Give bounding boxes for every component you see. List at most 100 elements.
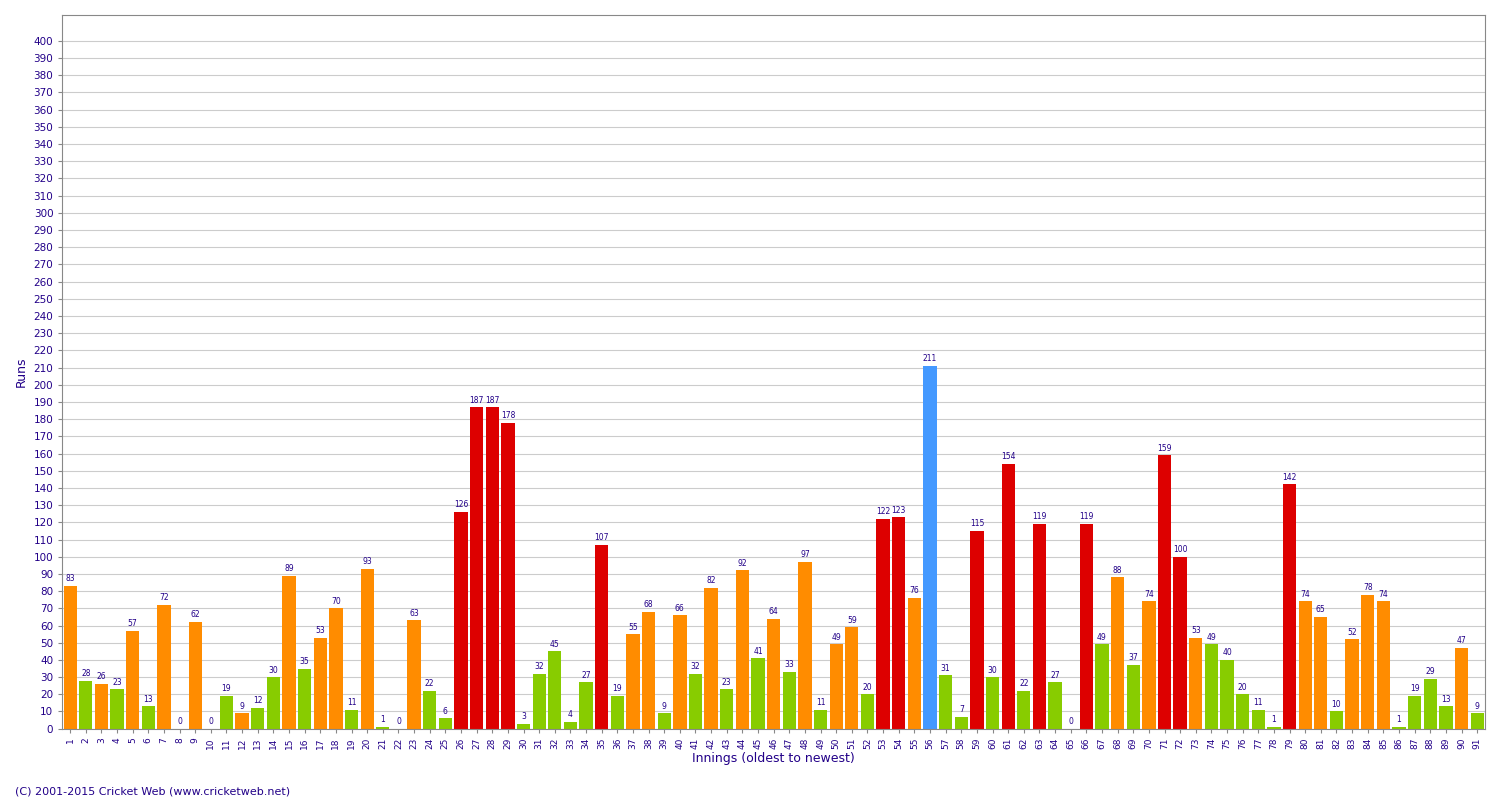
Bar [970,531,984,729]
Bar [1204,645,1218,729]
Bar [1112,578,1125,729]
Text: 187: 187 [484,395,500,405]
Bar [736,570,748,729]
Text: 20: 20 [1238,682,1248,692]
Text: 122: 122 [876,507,890,516]
Bar [1440,706,1452,729]
Text: 19: 19 [1410,685,1419,694]
Bar [688,674,702,729]
Bar [518,723,530,729]
Text: 78: 78 [1364,583,1372,592]
Text: 10: 10 [1332,700,1341,709]
Bar [986,677,999,729]
Text: 0: 0 [177,717,182,726]
Text: 211: 211 [922,354,938,363]
Bar [908,598,921,729]
Bar [798,562,812,729]
Text: 40: 40 [1222,648,1232,658]
Bar [954,717,968,729]
Bar [1455,648,1468,729]
Text: 11: 11 [346,698,357,707]
Bar [610,696,624,729]
Bar [1158,455,1172,729]
Bar [830,645,843,729]
Text: 97: 97 [800,550,810,559]
Text: 107: 107 [594,533,609,542]
Text: 32: 32 [690,662,700,671]
Bar [1190,638,1203,729]
Text: 53: 53 [315,626,326,635]
Text: 72: 72 [159,594,170,602]
Bar [1236,694,1250,729]
Bar [111,689,123,729]
Text: 74: 74 [1144,590,1154,599]
Text: 37: 37 [1128,654,1138,662]
Text: 27: 27 [1050,670,1060,680]
Text: 93: 93 [363,557,372,566]
Text: 20: 20 [862,682,873,692]
Text: 12: 12 [254,697,262,706]
Bar [454,512,468,729]
Text: 142: 142 [1282,473,1298,482]
Text: 57: 57 [128,619,138,628]
Text: 74: 74 [1300,590,1310,599]
Y-axis label: Runs: Runs [15,357,28,387]
Bar [80,681,93,729]
Text: 65: 65 [1316,606,1326,614]
Text: 76: 76 [909,586,920,595]
Bar [674,615,687,729]
Bar [1299,602,1312,729]
Bar [1424,679,1437,729]
Bar [298,669,312,729]
Bar [1080,524,1094,729]
Bar [360,569,374,729]
Text: 55: 55 [628,622,638,631]
Text: 0: 0 [209,717,213,726]
Bar [282,576,296,729]
Text: 53: 53 [1191,626,1200,635]
Text: 100: 100 [1173,545,1188,554]
Bar [564,722,578,729]
Text: 70: 70 [332,597,340,606]
Text: 1: 1 [1272,715,1276,724]
Text: 27: 27 [580,670,591,680]
Text: 115: 115 [969,519,984,528]
Text: 22: 22 [424,679,435,688]
Bar [1034,524,1046,729]
Text: 4: 4 [568,710,573,719]
Text: 119: 119 [1078,513,1094,522]
Text: 30: 30 [987,666,998,674]
Text: 68: 68 [644,600,654,609]
Text: 123: 123 [891,506,906,514]
Bar [1282,485,1296,729]
Bar [376,727,390,729]
Bar [158,605,171,729]
Text: 31: 31 [940,664,951,673]
Text: 64: 64 [770,607,778,616]
Bar [423,691,436,729]
Text: 13: 13 [1442,694,1450,704]
Text: 19: 19 [222,685,231,694]
Bar [642,612,656,729]
Text: 52: 52 [1347,628,1358,637]
Text: 178: 178 [501,411,515,420]
Text: 26: 26 [96,673,106,682]
Bar [532,674,546,729]
Bar [876,519,890,729]
Bar [236,714,249,729]
Bar [720,689,734,729]
Bar [1126,665,1140,729]
Bar [1330,711,1342,729]
Text: 33: 33 [784,660,794,670]
Text: 49: 49 [831,633,842,642]
Bar [1017,691,1031,729]
Text: 9: 9 [240,702,244,710]
Text: 23: 23 [112,678,122,686]
Bar [1360,594,1374,729]
Bar [1251,710,1264,729]
Text: 74: 74 [1378,590,1389,599]
Bar [1346,639,1359,729]
Text: 3: 3 [520,712,526,721]
Bar [251,708,264,729]
Text: 22: 22 [1019,679,1029,688]
